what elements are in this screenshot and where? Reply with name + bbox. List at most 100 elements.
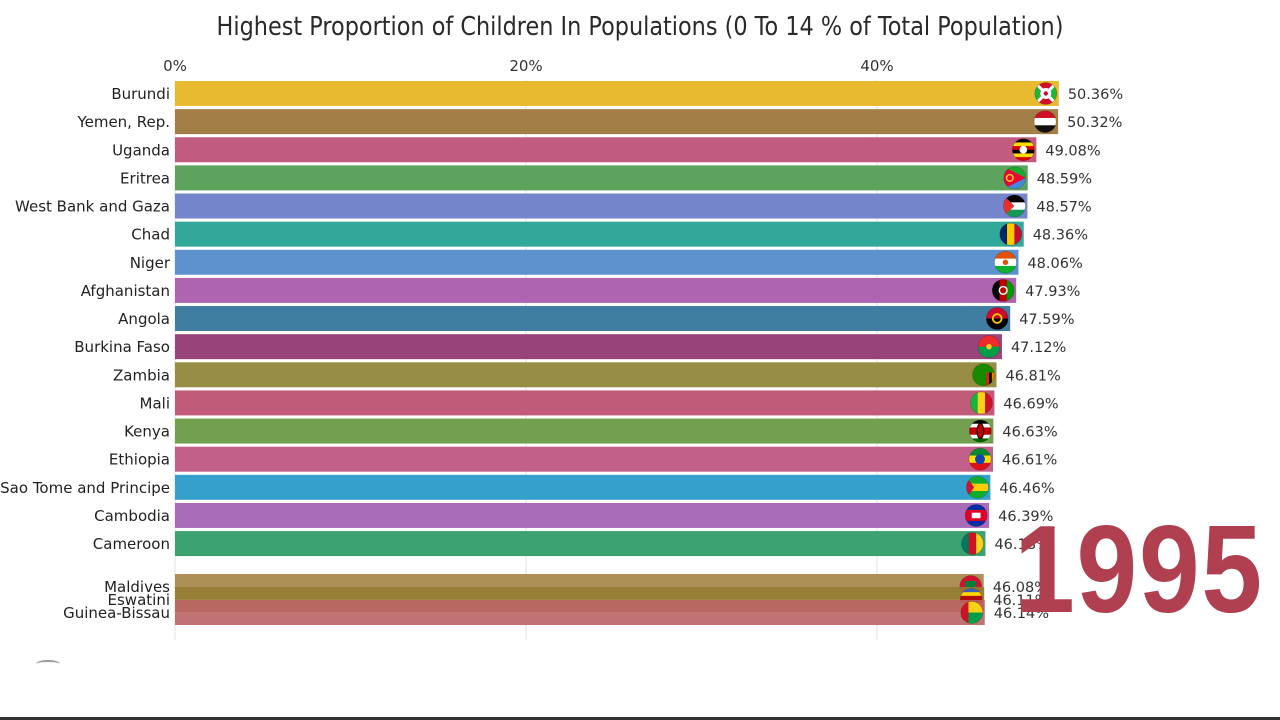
country-label: Cambodia	[94, 507, 170, 525]
bar	[175, 193, 1028, 219]
x-tick-label: 40%	[860, 57, 893, 75]
country-label: Ethiopia	[109, 451, 170, 469]
cambodia-flag	[964, 504, 988, 527]
bar-row	[175, 165, 1028, 191]
value-label: 50.36%	[1068, 87, 1123, 103]
decorative-mark	[36, 660, 60, 668]
bar	[175, 249, 1019, 275]
value-label: 46.61%	[1002, 453, 1057, 469]
bar	[175, 109, 1059, 135]
bar-row	[175, 277, 1017, 303]
bar	[175, 502, 990, 528]
bar	[175, 474, 991, 500]
bar-row	[175, 418, 994, 444]
bar	[175, 81, 1059, 106]
country-label: Uganda	[112, 141, 170, 159]
value-label: 46.69%	[1003, 396, 1058, 412]
bar	[175, 531, 986, 557]
value-label: 49.08%	[1045, 143, 1100, 159]
country-label: Mali	[140, 394, 170, 412]
value-label: 48.06%	[1027, 256, 1082, 272]
niger-flag	[994, 250, 1017, 274]
eritrea-flag	[1003, 166, 1027, 190]
bar-row	[175, 502, 990, 528]
uganda-flag	[1012, 138, 1035, 162]
country-label: Niger	[130, 254, 171, 272]
value-label: 48.36%	[1033, 228, 1088, 244]
bar-row	[175, 81, 1059, 106]
bottom-rule	[0, 717, 1280, 720]
value-label: 46.46%	[999, 481, 1054, 497]
angola-flag	[985, 307, 1009, 330]
chart-title: Highest Proportion of Children In Popula…	[216, 12, 1064, 42]
burkina-faso-flag	[977, 335, 1001, 358]
value-label: 46.81%	[1006, 368, 1061, 384]
country-label: Yemen, Rep.	[76, 113, 170, 131]
bar-row	[175, 531, 986, 557]
bar-row	[175, 249, 1019, 275]
sao-tome-flag	[966, 476, 989, 499]
x-tick-label: 0%	[163, 57, 187, 75]
bar-row	[175, 600, 985, 625]
bar-row	[175, 334, 1002, 360]
value-label: 47.59%	[1019, 312, 1074, 328]
palestine-flag	[1003, 194, 1026, 218]
country-label: Zambia	[113, 366, 170, 384]
country-label: West Bank and Gaza	[15, 198, 170, 216]
x-tick-label: 20%	[509, 57, 542, 75]
country-label: Eritrea	[120, 169, 170, 187]
country-label: Burundi	[111, 85, 170, 103]
bar	[175, 446, 994, 472]
bar-row	[175, 137, 1037, 163]
bar-row	[175, 306, 1011, 332]
value-label: 46.18%	[994, 537, 1049, 553]
bar-row	[175, 109, 1059, 135]
bar-row	[175, 474, 991, 500]
bar	[175, 277, 1017, 303]
value-label: 47.12%	[1011, 340, 1066, 356]
zambia-flag	[972, 363, 995, 387]
value-label: 48.57%	[1036, 200, 1091, 216]
value-label: 50.32%	[1067, 115, 1122, 131]
ethiopia-flag	[968, 447, 992, 471]
value-label: 46.14%	[994, 606, 1049, 622]
country-label: Cameroon	[93, 535, 170, 553]
value-label: 46.63%	[1002, 425, 1057, 441]
bar	[175, 221, 1024, 247]
bar-row	[175, 362, 997, 388]
burundi-flag	[1034, 82, 1058, 105]
yemen-flag	[1033, 110, 1057, 133]
bars	[175, 81, 1059, 625]
value-label: 48.59%	[1037, 171, 1092, 187]
country-label: Guinea-Bissau	[63, 604, 170, 622]
bar	[175, 165, 1028, 191]
cameroon-flag	[961, 532, 984, 555]
bar	[175, 418, 994, 444]
country-label: Afghanistan	[81, 282, 170, 300]
country-label: Angola	[118, 310, 170, 328]
country-label: Kenya	[124, 423, 170, 441]
bar-row	[175, 221, 1024, 247]
bar-row	[175, 193, 1028, 219]
country-label: Eswatini	[108, 591, 170, 609]
bar	[175, 137, 1037, 163]
country-label: Burkina Faso	[74, 338, 170, 356]
bar	[175, 306, 1011, 332]
chad-flag	[999, 222, 1023, 246]
mali-flag	[970, 391, 993, 415]
year-label: 1995	[1014, 501, 1264, 639]
bar	[175, 390, 995, 416]
afghanistan-flag	[991, 279, 1015, 302]
country-label: Maldives	[104, 578, 170, 596]
value-label: 47.93%	[1025, 284, 1080, 300]
value-label: 46.11%	[993, 593, 1048, 609]
labels: 0% 20% 40% Burundi 50.36% Yemen, Rep. 50.32% Ug…	[0, 57, 1123, 622]
value-label: 46.39%	[998, 509, 1053, 525]
guinea-bissau-flag	[960, 601, 984, 624]
kenya-flag	[969, 419, 992, 443]
bar-row	[175, 446, 994, 472]
bar	[175, 362, 997, 388]
bar-row	[175, 390, 995, 416]
country-label: Chad	[131, 226, 170, 244]
